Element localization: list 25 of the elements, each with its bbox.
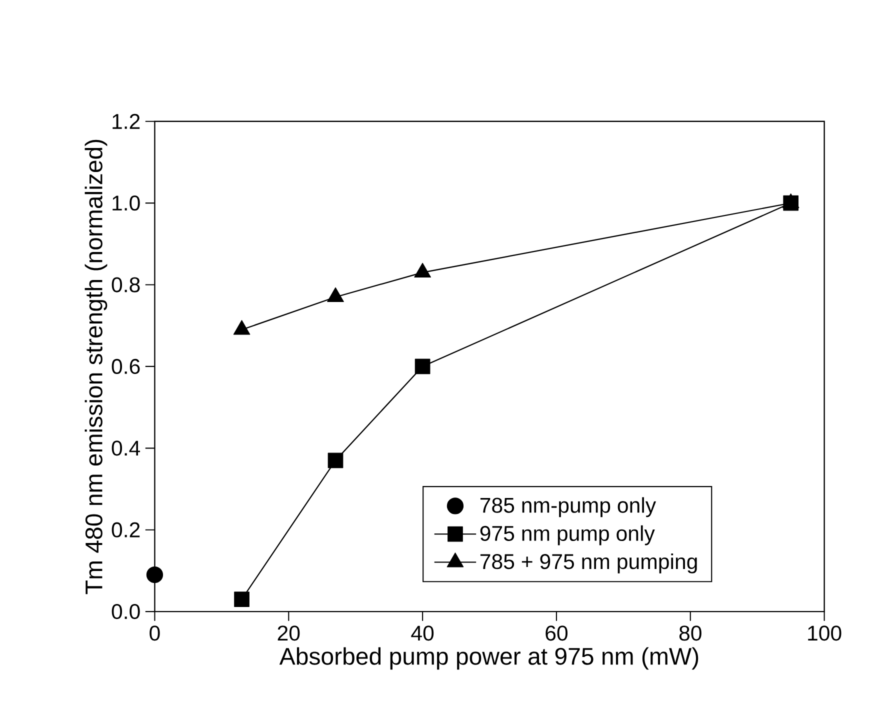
y-tick-label: 0.4 — [112, 440, 140, 456]
point — [234, 592, 250, 608]
y-tick-label: 1.0 — [112, 196, 140, 211]
y-tick-label: 0.0 — [112, 604, 140, 620]
point — [233, 320, 250, 335]
x-tick-label: 0 — [150, 626, 160, 641]
x-tick-label: 80 — [679, 626, 702, 641]
point — [327, 288, 344, 302]
y-tick-label: 0.8 — [112, 277, 140, 293]
x-tick-label: 40 — [411, 626, 434, 641]
x-tick-label: 100 — [808, 626, 842, 641]
point — [414, 263, 431, 278]
x-axis-title: Absorbed pump power at 975 nm (mW) — [279, 647, 698, 670]
legend-label: 785 nm-pump only — [480, 497, 656, 518]
y-tick-label: 0.2 — [112, 522, 140, 538]
x-tick-label: 60 — [546, 626, 568, 641]
point — [414, 358, 430, 374]
y-tick-label: 0.6 — [112, 359, 140, 374]
point — [146, 566, 164, 584]
y-tick-label: 1.2 — [112, 114, 140, 130]
legend-label: 785 + 975 nm pumping — [480, 554, 697, 574]
x-tick-label: 20 — [278, 626, 300, 641]
legend-label: 975 nm pump only — [480, 526, 655, 546]
y-axis-title: Tm 480 nm emission strength (normalized) — [84, 140, 108, 594]
point — [328, 452, 344, 468]
